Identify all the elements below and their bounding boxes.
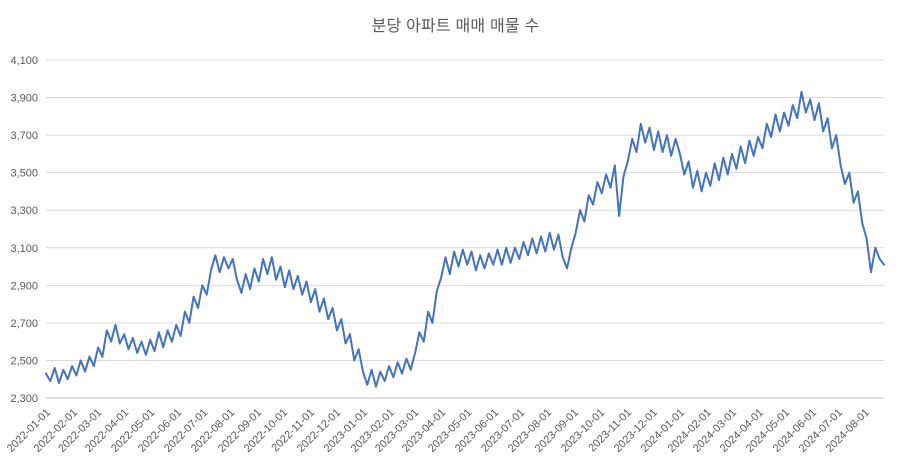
y-axis-label: 2,500 xyxy=(10,355,38,367)
chart-title: 분당 아파트 매매 매물 수 xyxy=(371,18,540,35)
y-axis-label: 2,300 xyxy=(10,393,38,405)
y-axis-label: 3,700 xyxy=(10,130,38,142)
y-axis-label: 2,900 xyxy=(10,280,38,292)
y-axis-label: 3,300 xyxy=(10,205,38,217)
series-line xyxy=(45,90,885,388)
y-axis-label: 4,100 xyxy=(10,55,38,67)
y-axis-label: 3,100 xyxy=(10,243,38,255)
y-axis-label: 2,700 xyxy=(10,318,38,330)
y-axis-label: 3,900 xyxy=(10,93,38,105)
y-axis-label: 3,500 xyxy=(10,168,38,180)
